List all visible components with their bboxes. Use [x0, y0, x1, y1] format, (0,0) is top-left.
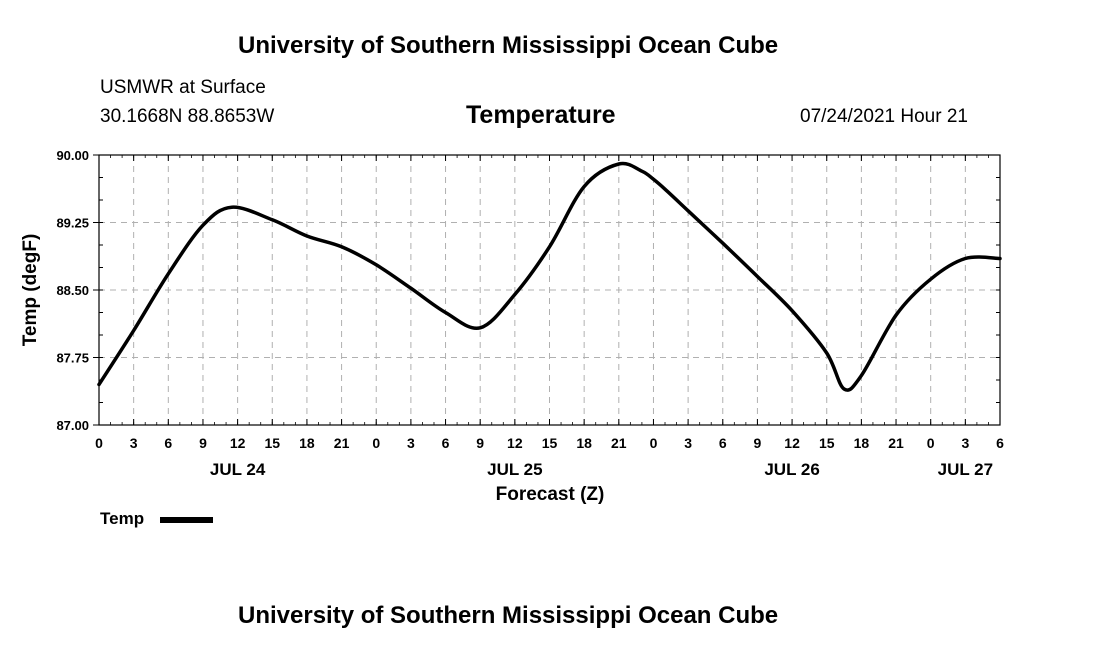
x-axis-title: Forecast (Z)	[496, 484, 605, 505]
x-tick-label: 15	[542, 435, 558, 451]
grid-lines	[99, 155, 1000, 425]
date-label: JUL 27	[938, 460, 993, 479]
date-label: JUL 26	[764, 460, 819, 479]
y-tick-labels: 87.00 87.75 88.50 89.25 90.00	[56, 148, 89, 433]
x-tick-label: 3	[684, 435, 692, 451]
plot-frame	[98, 154, 1001, 426]
x-tick-label: 6	[719, 435, 727, 451]
y-tick-label: 90.00	[56, 148, 89, 163]
chart-title: Temperature	[466, 101, 616, 129]
x-tick-label: 15	[819, 435, 835, 451]
x-tick-label: 9	[754, 435, 762, 451]
x-tick-label: 0	[95, 435, 103, 451]
x-tick-label: 6	[996, 435, 1004, 451]
date-labels: JUL 24 JUL 25 JUL 26 JUL 27	[210, 460, 993, 479]
x-tick-labels: 0 3 6 9 12 15 18 21 0 3 6 9 12 15 18 21 0 3 6 9 12 15 18 21 0 3 6	[95, 435, 1004, 451]
series-line-temp	[97, 161, 1002, 392]
x-tick-label: 3	[407, 435, 415, 451]
x-tick-label: 15	[264, 435, 280, 451]
run-time-label: 07/24/2021 Hour 21	[800, 106, 968, 127]
bottom-title: University of Southern Mississippi Ocean…	[238, 602, 779, 629]
series-layer	[97, 161, 1002, 392]
x-tick-label: 3	[130, 435, 138, 451]
x-tick-label: 6	[442, 435, 450, 451]
legend: Temp	[100, 509, 144, 529]
x-tick-label: 12	[507, 435, 523, 451]
x-tick-label: 21	[611, 435, 627, 451]
x-tick-label: 12	[784, 435, 800, 451]
legend-swatch	[160, 517, 213, 523]
station-label: USMWR at Surface	[100, 77, 266, 98]
x-tick-label: 21	[888, 435, 904, 451]
x-tick-label: 0	[650, 435, 658, 451]
x-tick-label: 0	[927, 435, 935, 451]
y-tick-label: 87.75	[56, 351, 89, 366]
x-tick-label: 6	[164, 435, 172, 451]
y-tick-label: 88.50	[56, 283, 89, 298]
x-tick-label: 18	[299, 435, 315, 451]
y-tick-label: 87.00	[56, 418, 89, 433]
legend-label: Temp	[100, 509, 145, 528]
x-tick-label: 18	[576, 435, 592, 451]
x-tick-label: 3	[961, 435, 969, 451]
x-tick-label: 9	[199, 435, 207, 451]
coordinates-label: 30.1668N 88.8653W	[100, 106, 275, 127]
x-tick-label: 12	[230, 435, 246, 451]
date-label: JUL 24	[210, 460, 266, 479]
x-tick-label: 9	[476, 435, 484, 451]
x-tick-label: 21	[334, 435, 350, 451]
top-title: University of Southern Mississippi Ocean…	[238, 32, 779, 59]
x-tick-label: 0	[372, 435, 380, 451]
date-label: JUL 25	[487, 460, 542, 479]
x-tick-label: 18	[854, 435, 870, 451]
y-tick-label: 89.25	[56, 216, 89, 231]
y-axis-title: Temp (degF)	[20, 234, 41, 347]
